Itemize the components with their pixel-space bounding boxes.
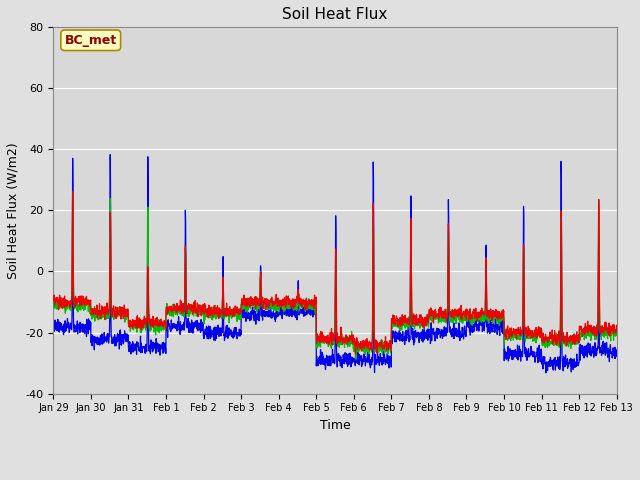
Legend: SHF1, SHF2, SHF3: SHF1, SHF2, SHF3 xyxy=(201,474,469,480)
Text: BC_met: BC_met xyxy=(65,34,117,47)
X-axis label: Time: Time xyxy=(319,419,350,432)
Title: Soil Heat Flux: Soil Heat Flux xyxy=(282,7,388,22)
Y-axis label: Soil Heat Flux (W/m2): Soil Heat Flux (W/m2) xyxy=(7,142,20,279)
